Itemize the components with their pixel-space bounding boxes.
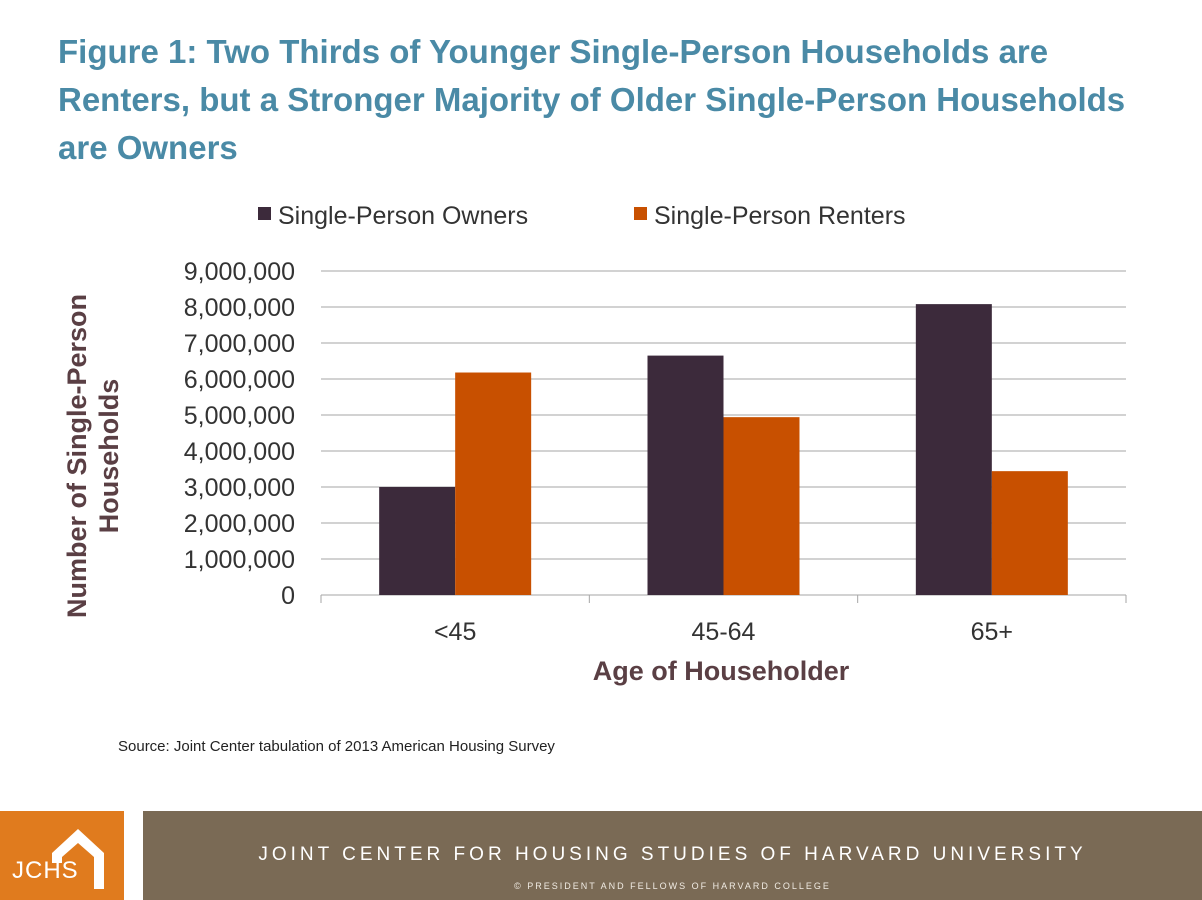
legend: Single-Person Owners Single-Person Renter… <box>258 202 906 230</box>
jchs-logo: JCHS <box>0 811 124 900</box>
chart-title: Figure 1: Two Thirds of Younger Single-P… <box>58 33 1126 166</box>
y-axis-label-line: Households <box>94 379 124 534</box>
house-icon <box>52 829 104 889</box>
y-tick-label: 5,000,000 <box>184 402 295 430</box>
bars <box>379 304 1068 595</box>
legend-label: Single-Person Owners <box>278 202 528 230</box>
copyright-notice: © PRESIDENT AND FELLOWS OF HARVARD COLLE… <box>514 881 831 891</box>
legend-label: Single-Person Renters <box>654 202 906 230</box>
y-tick-label: 7,000,000 <box>184 330 295 358</box>
organization-name: JOINT CENTER FOR HOUSING STUDIES OF HARV… <box>258 844 1087 865</box>
y-tick-label: 0 <box>281 582 295 610</box>
bar-owners <box>379 487 456 595</box>
bar-owners <box>915 304 992 595</box>
x-tick-label: <45 <box>434 618 476 646</box>
y-tick-label: 3,000,000 <box>184 474 295 502</box>
y-axis-label-line: Number of Single-Person <box>62 294 92 618</box>
y-tick-label: 6,000,000 <box>184 366 295 394</box>
y-tick-label: 9,000,000 <box>184 258 295 286</box>
bar-renters <box>455 372 532 595</box>
logo-text: JCHS <box>12 857 79 884</box>
y-tick-label: 8,000,000 <box>184 294 295 322</box>
bar-chart: 0 1,000,000 2,000,000 3,000,000 4,000,000 5,0… <box>62 202 1127 686</box>
y-tick-label: 4,000,000 <box>184 438 295 466</box>
x-tick-label: 45-64 <box>692 618 756 646</box>
x-axis-label: Age of Householder <box>593 656 850 686</box>
x-tick-label: 65+ <box>971 618 1013 646</box>
legend-swatch <box>634 207 647 220</box>
y-tick-label: 1,000,000 <box>184 546 295 574</box>
bar-renters <box>723 417 800 595</box>
legend-swatch <box>258 207 271 220</box>
y-tick-label: 2,000,000 <box>184 510 295 538</box>
bar-owners <box>647 355 724 595</box>
bar-renters <box>991 471 1068 595</box>
y-axis-label: Number of Single-PersonHouseholds <box>62 294 124 618</box>
footer-band: JOINT CENTER FOR HOUSING STUDIES OF HARV… <box>143 811 1202 900</box>
source-note: Source: Joint Center tabulation of 2013 … <box>118 738 555 755</box>
